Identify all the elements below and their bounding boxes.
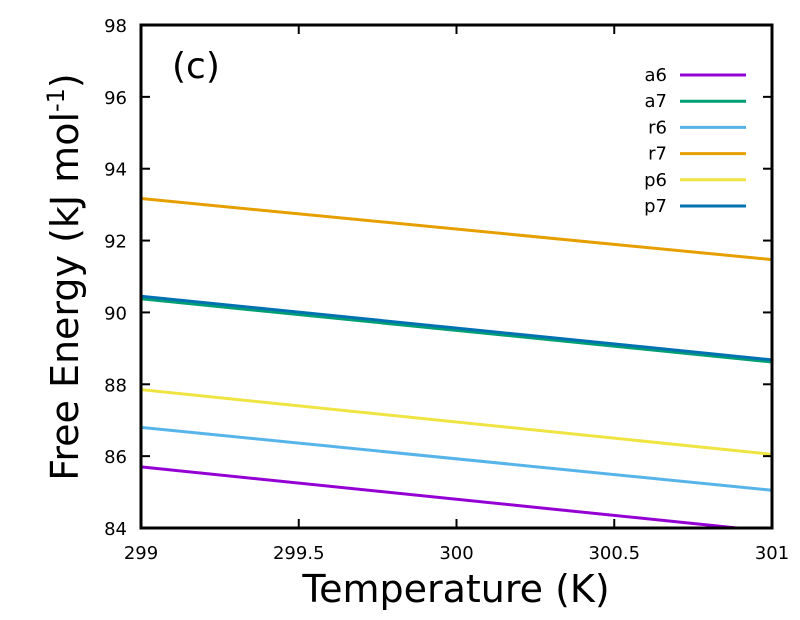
y-tick-label: 98 — [104, 16, 127, 37]
x-tick-label: 301 — [755, 543, 789, 564]
x-tick-label: 299.5 — [273, 543, 325, 564]
series-line-a7 — [141, 297, 772, 364]
series-line-a6 — [141, 465, 752, 528]
series-line-p6 — [141, 388, 772, 456]
y-axis-title-superscript: -1 — [42, 88, 70, 112]
y-tick-label: 92 — [104, 232, 127, 253]
legend: a6 a7 r6 r7 p6 p7 — [644, 65, 746, 217]
legend-label-p7: p7 — [644, 196, 667, 217]
x-axis-title: Temperature (K) — [301, 567, 609, 611]
legend-label-a7: a7 — [645, 91, 667, 112]
panel-label: (c) — [172, 46, 220, 87]
y-axis-title-main: Free Energy (kJ mol — [43, 112, 87, 481]
y-tick-label: 90 — [104, 303, 127, 324]
legend-label-r7: r7 — [648, 144, 667, 165]
y-tick-label: 96 — [104, 88, 127, 109]
legend-label-a6: a6 — [645, 65, 667, 86]
series-line-p7 — [141, 294, 772, 362]
legend-label-r6: r6 — [648, 117, 667, 138]
plot-frame — [139, 23, 774, 530]
y-tick-label: 88 — [104, 375, 127, 396]
y-tick-label: 84 — [104, 519, 127, 540]
series-layer — [141, 197, 772, 528]
y-axis-title: Free Energy (kJ mol-1) — [42, 73, 87, 481]
x-tick-label: 300 — [439, 543, 473, 564]
x-tick-label: 299 — [124, 543, 158, 564]
y-axis-title-close: ) — [43, 73, 87, 88]
y-tick-label: 94 — [104, 160, 127, 181]
series-line-r7 — [141, 197, 772, 262]
y-tick-label: 86 — [104, 447, 127, 468]
ticks-layer: 299 299.5 300 300.5 301 84 86 88 90 92 94 96 98 — [104, 16, 789, 564]
x-tick-label: 300.5 — [588, 543, 640, 564]
legend-label-p6: p6 — [644, 170, 667, 191]
series-line-r6 — [141, 425, 772, 492]
